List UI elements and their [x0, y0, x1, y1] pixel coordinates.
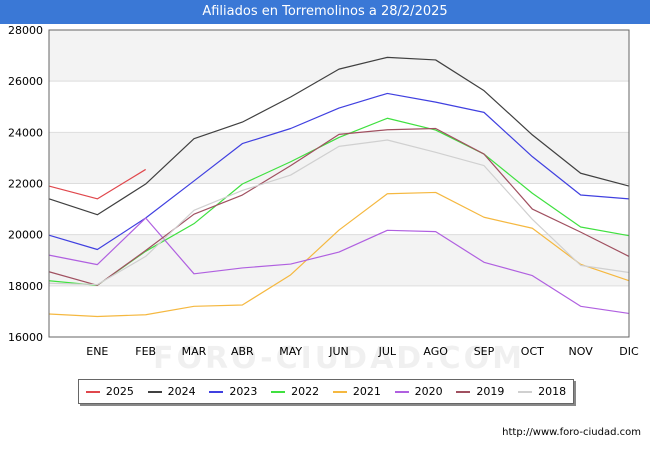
- plot-band: [49, 234, 629, 286]
- legend-label: 2018: [538, 385, 567, 398]
- legend-swatch: [209, 390, 224, 393]
- plot-frame: [48, 29, 630, 338]
- plot-band: [49, 81, 629, 133]
- plot-band: [49, 285, 629, 337]
- series-line-2022: [48, 117, 630, 286]
- series-line-2018: [48, 139, 630, 286]
- x-tick-label: ABR: [231, 345, 254, 358]
- chart-title: Afiliados en Torremolinos a 28/2/2025: [0, 0, 650, 24]
- x-tick-label: OCT: [521, 345, 544, 358]
- legend-label: 2024: [167, 385, 196, 398]
- legend-swatch: [456, 390, 471, 393]
- y-tick-label: 28000: [8, 24, 43, 37]
- y-tick-label: 24000: [8, 126, 43, 139]
- legend-swatch: [518, 390, 533, 393]
- x-tick-label: DIC: [619, 345, 639, 358]
- y-tick-label: 20000: [8, 229, 43, 242]
- legend-label: 2020: [414, 385, 443, 398]
- legend-item-2020: 2020: [394, 385, 443, 398]
- x-tick-label: NOV: [569, 345, 594, 358]
- x-tick-label: AGO: [423, 345, 448, 358]
- watermark: FORO-CIUDAD.COM: [153, 341, 525, 376]
- plot-band: [49, 30, 629, 82]
- legend-label: 2022: [291, 385, 320, 398]
- legend-label: 2021: [352, 385, 381, 398]
- legend-item-2025: 2025: [85, 385, 134, 398]
- legend-swatch: [147, 390, 162, 393]
- x-tick-label: ENE: [86, 345, 108, 358]
- source-url[interactable]: http://www.foro-ciudad.com: [502, 427, 641, 438]
- y-tick-label: 18000: [8, 280, 43, 293]
- x-tick-label: MAY: [279, 345, 302, 358]
- x-tick-label: FEB: [135, 345, 156, 358]
- legend-swatch: [271, 390, 286, 393]
- series-line-2024: [48, 56, 630, 216]
- legend-label: 2023: [229, 385, 258, 398]
- legend-swatch: [394, 390, 409, 393]
- legend-item-2022: 2022: [271, 385, 319, 398]
- x-tick-label: SEP: [474, 345, 495, 358]
- legend-item-2024: 2024: [147, 385, 196, 398]
- series-line-2021: [48, 191, 630, 318]
- series-line-2020: [48, 217, 630, 315]
- x-tick-label: JUN: [328, 345, 349, 358]
- plot-band: [49, 132, 629, 184]
- x-tick-label: JUL: [378, 345, 397, 358]
- series-line-2019: [48, 127, 630, 286]
- y-tick-label: 22000: [8, 178, 43, 191]
- legend-item-2023: 2023: [209, 385, 257, 398]
- x-tick-label: MAR: [182, 345, 207, 358]
- legend-item-2019: 2019: [456, 385, 504, 398]
- legend-swatch: [85, 390, 100, 393]
- series-line-2025: [48, 168, 146, 200]
- legend-label: 2019: [476, 385, 505, 398]
- legend: 2025 2024 2023 2022 2021 2020 2019 2018: [78, 379, 574, 404]
- y-tick-label: 26000: [8, 75, 43, 88]
- legend-label: 2025: [105, 385, 134, 398]
- y-tick-label: 16000: [8, 331, 43, 344]
- legend-item-2021: 2021: [332, 385, 381, 398]
- legend-swatch: [332, 390, 347, 393]
- legend-item-2018: 2018: [518, 385, 566, 398]
